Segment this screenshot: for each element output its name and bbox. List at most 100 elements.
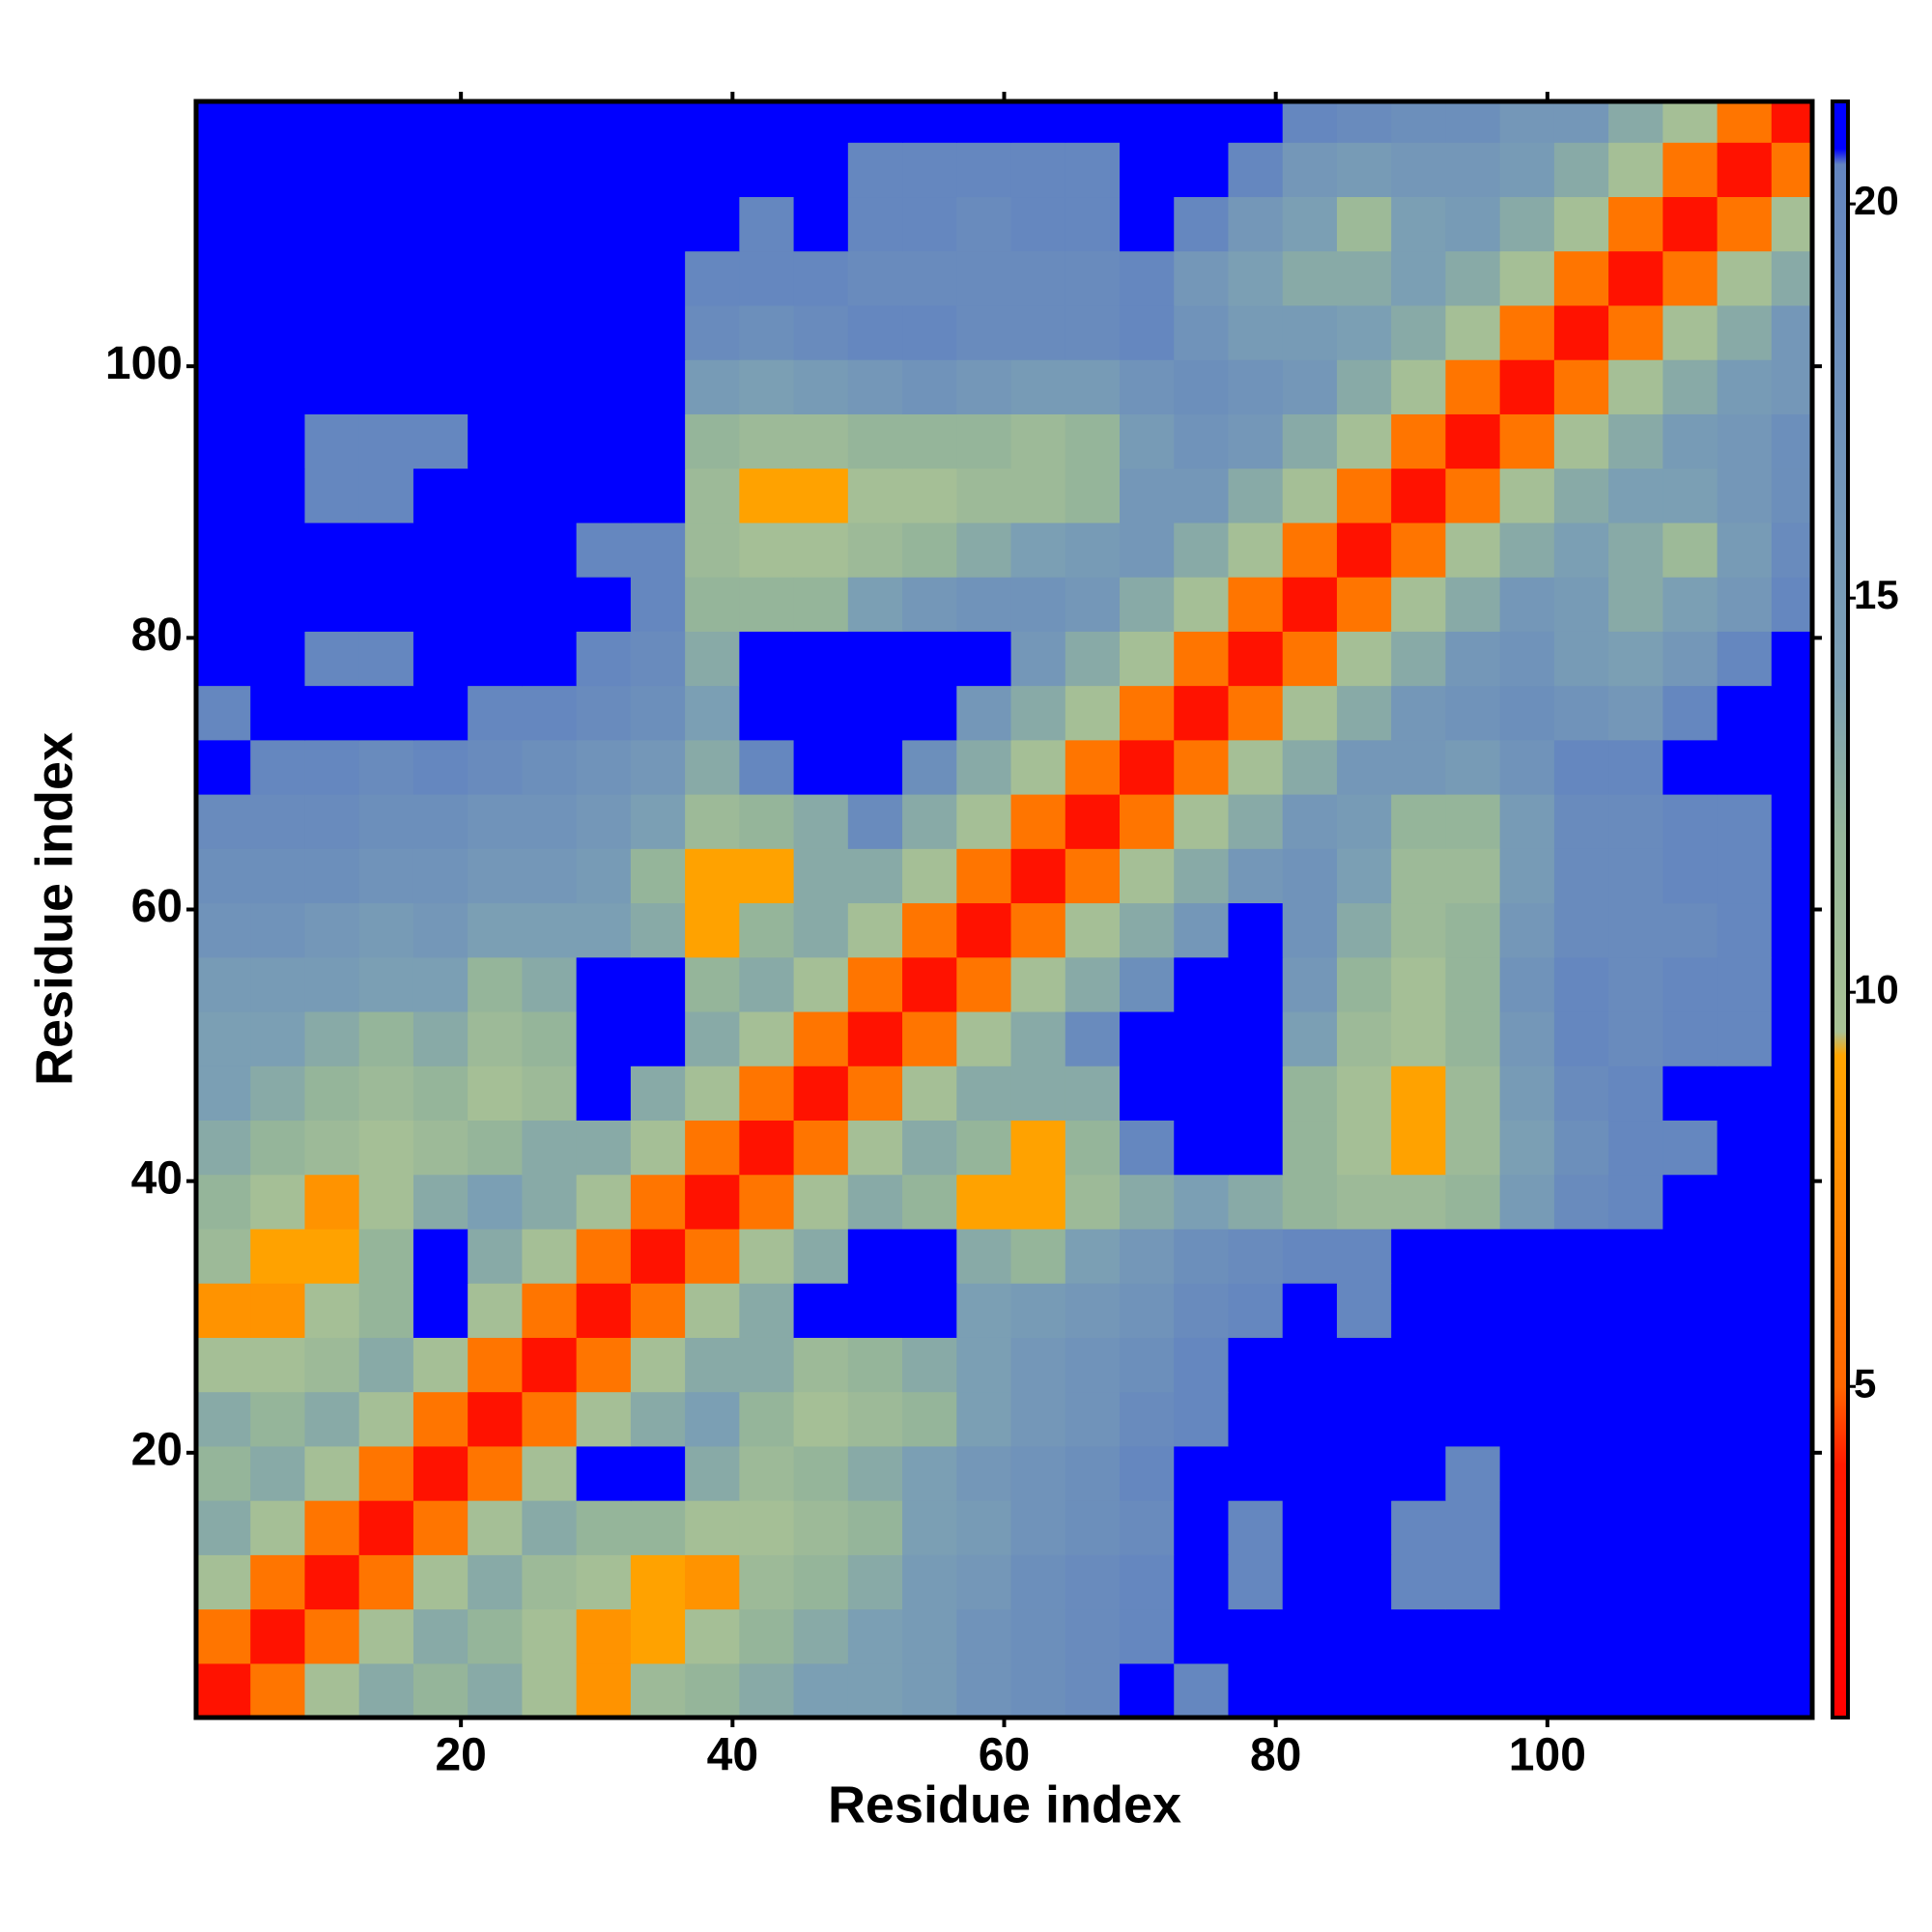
heatmap-cell [1499,468,1555,524]
heatmap-cell [358,1337,414,1393]
heatmap-cell [1391,631,1447,687]
heatmap-cell [847,1391,903,1447]
heatmap-cell [522,250,578,306]
heatmap-cell [1608,522,1663,578]
heatmap-cell [1336,685,1392,741]
heatmap-cell [358,1500,414,1555]
heatmap-cell [1174,685,1230,741]
heatmap-cell [1553,304,1609,360]
heatmap-cell [1282,304,1338,360]
heatmap-cell [630,1065,686,1122]
heatmap-cell [1282,631,1338,687]
heatmap-cell [1662,902,1719,958]
x-axis-title: Residue index [828,1776,1181,1833]
heatmap-cell [412,101,469,143]
heatmap-cell [902,1065,957,1122]
heatmap-cell [793,1120,849,1176]
heatmap-cell [196,304,251,360]
heatmap-cell [412,902,469,958]
heatmap-cell [1499,631,1555,687]
heatmap-cell [1608,1608,1663,1664]
heatmap-cell [793,794,849,849]
heatmap-cell [630,1608,686,1664]
heatmap-cell [739,1337,795,1393]
heatmap-cell [304,413,360,469]
heatmap-cell [1174,1391,1230,1447]
heatmap-cell [1499,1065,1555,1122]
heatmap-cell [250,522,306,578]
heatmap-cell [1174,631,1230,687]
heatmap-cell [1228,1608,1284,1664]
heatmap-cell [1553,1065,1609,1122]
heatmap-cell [1120,1174,1175,1230]
heatmap-cell [1010,359,1066,414]
heatmap-cell [902,848,957,904]
heatmap-cell [1174,1500,1230,1555]
heatmap-cell [1065,1337,1121,1393]
heatmap-cell [576,1120,632,1176]
heatmap-cell [1553,196,1609,252]
heatmap-cell [685,794,740,849]
heatmap-cell [1391,1662,1447,1719]
heatmap-cell [902,1228,957,1284]
heatmap-cell [522,468,578,524]
heatmap-cell [1608,142,1663,198]
heatmap-cell [412,848,469,904]
heatmap-cell [196,1662,251,1719]
heatmap-cell [1282,577,1338,632]
heatmap-cell [1445,413,1501,469]
heatmap-cell [1717,956,1773,1012]
heatmap-cell [1717,304,1773,360]
heatmap-cell [739,956,795,1012]
heatmap-cell [304,1283,360,1338]
heatmap-cell [847,196,903,252]
heatmap-cell [902,685,957,741]
heatmap-cell [1662,739,1719,795]
heatmap-cell [1336,1554,1392,1610]
heatmap-cell [1553,142,1609,198]
heatmap-cell [1608,1228,1663,1284]
heatmap-cell [358,1065,414,1122]
heatmap-cell [1771,685,1813,741]
heatmap-cell [1445,142,1501,198]
heatmap-cell [1553,1500,1609,1555]
colorbar-tick-label: 5 [1854,1360,1876,1406]
heatmap-cell [956,413,1012,469]
heatmap-cell [250,902,306,958]
heatmap-cell [1771,1228,1813,1284]
x-tick-label: 100 [1509,1730,1586,1781]
heatmap-cell [358,1391,414,1447]
heatmap-cell [1120,577,1175,632]
heatmap-cell [468,1391,524,1447]
heatmap-cell [739,101,795,143]
heatmap-cell [1553,1445,1609,1501]
heatmap-cell [1174,522,1230,578]
heatmap-cell [1065,359,1121,414]
heatmap-cell [576,631,632,687]
heatmap-cell [1065,142,1121,198]
heatmap-cell [1120,101,1175,143]
heatmap-cell [630,577,686,632]
heatmap-cell [1717,1120,1773,1176]
heatmap-cell [1391,1445,1447,1501]
heatmap-cell [902,1391,957,1447]
heatmap-cell [739,142,795,198]
heatmap-cell [1120,359,1175,414]
heatmap-cell [1717,101,1773,143]
heatmap-cell [793,1608,849,1664]
heatmap-cell [1282,1174,1338,1230]
heatmap-cell [1065,1608,1121,1664]
heatmap-cell [1336,577,1392,632]
heatmap-cell [902,902,957,958]
heatmap-cell [468,196,524,252]
heatmap-cell [1499,1174,1555,1230]
heatmap-cell [1120,739,1175,795]
heatmap-cell [1553,794,1609,849]
heatmap-cell [847,1065,903,1122]
heatmap-cell [1010,142,1066,198]
heatmap-cell [1391,1065,1447,1122]
heatmap-cell [576,577,632,632]
heatmap-cell [1174,413,1230,469]
heatmap-cell [1336,1010,1392,1066]
heatmap-cell [1174,142,1230,198]
